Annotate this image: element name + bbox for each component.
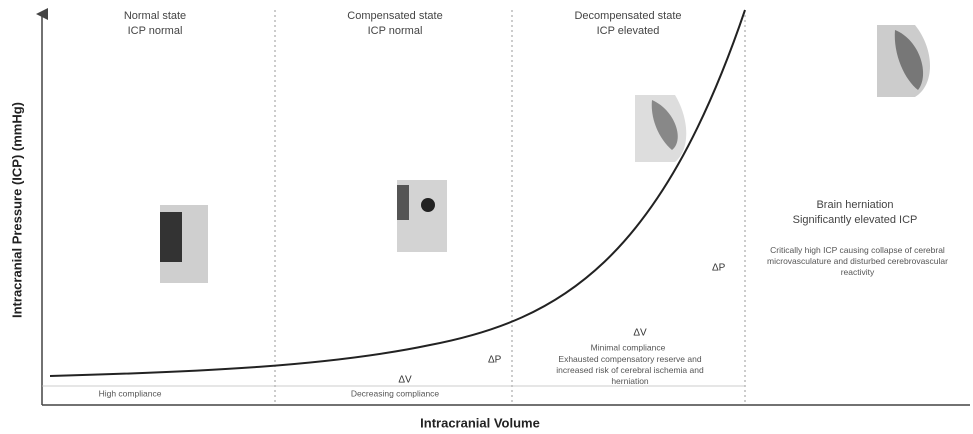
delta-v: ΔV	[398, 375, 412, 386]
compliance-label: Minimal compliance	[591, 342, 666, 352]
panel-description: Exhausted compensatory reserve and incre…	[545, 354, 715, 400]
panel-subtitle: ICP elevated	[597, 25, 660, 37]
delta-v: ΔV	[633, 328, 647, 339]
compliance-label: Decreasing compliance	[351, 388, 440, 398]
delta-p: ΔP	[712, 263, 726, 274]
delta-p: ΔP	[488, 355, 502, 366]
compliance-label: High compliance	[99, 388, 162, 398]
panel-description-text: Critically high ICP causing collapse of …	[765, 245, 950, 278]
panel-subtitle: ICP normal	[128, 25, 183, 37]
panel-subtitle: Significantly elevated ICP	[793, 214, 918, 226]
panel-description: Critically high ICP causing collapse of …	[765, 245, 950, 291]
panel-title: Brain herniation	[816, 199, 893, 211]
panel-title: Normal state	[124, 10, 186, 22]
panel-title: Decompensated state	[574, 10, 681, 22]
panel-subtitle: ICP normal	[368, 25, 423, 37]
panel-description-text: Exhausted compensatory reserve and incre…	[545, 354, 715, 387]
x-axis-label: Intracranial Volume	[420, 415, 540, 430]
y-axis-label: Intracranial Pressure (ICP) (mmHg)	[9, 102, 24, 318]
diagram: Intracranial Pressure (ICP) (mmHg) Intra…	[0, 0, 973, 434]
panel-title: Compensated state	[347, 10, 442, 22]
